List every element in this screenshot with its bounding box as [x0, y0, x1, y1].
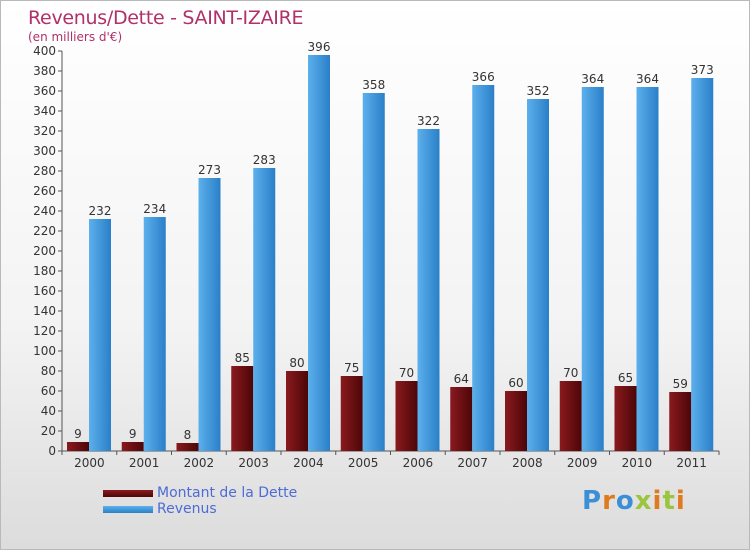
bar-revenus-2010 — [636, 87, 659, 451]
bar-revenus-2004 — [308, 55, 330, 451]
y-tick-label: 400 — [33, 44, 56, 58]
y-tick-label: 100 — [33, 344, 56, 358]
y-tick-label: 380 — [33, 64, 56, 78]
legend-swatch-dette — [103, 490, 153, 497]
data-label-dette-2007: 64 — [454, 372, 469, 386]
data-label-dette-2001: 9 — [129, 427, 137, 441]
data-label-revenus-2004: 396 — [308, 40, 331, 54]
bar-dette-2007 — [450, 387, 473, 451]
y-tick-label: 60 — [41, 384, 56, 398]
y-tick-label: 20 — [41, 424, 56, 438]
bar-dette-2006 — [395, 381, 418, 451]
bar-dette-2003 — [231, 366, 254, 451]
data-label-dette-2006: 70 — [399, 366, 414, 380]
data-label-dette-2011: 59 — [673, 377, 688, 391]
logo-letter: i — [675, 486, 686, 516]
data-label-dette-2010: 65 — [618, 371, 633, 385]
data-label-dette-2008: 60 — [508, 376, 523, 390]
data-label-dette-2003: 85 — [235, 351, 250, 365]
x-tick-label: 2010 — [622, 456, 653, 470]
data-label-revenus-2010: 364 — [636, 72, 659, 86]
legend-swatch-revenus — [103, 506, 153, 513]
y-tick-label: 200 — [33, 244, 56, 258]
x-tick-label: 2006 — [403, 456, 434, 470]
logo-letter: x — [634, 486, 653, 516]
bar-revenus-2001 — [143, 217, 166, 451]
y-tick-label: 80 — [41, 364, 56, 378]
y-tick-label: 280 — [33, 164, 56, 178]
data-label-revenus-2011: 373 — [691, 63, 714, 77]
y-tick-label: 340 — [33, 104, 56, 118]
data-label-revenus-2008: 352 — [527, 84, 550, 98]
logo-letter: r — [602, 486, 616, 516]
data-label-revenus-2005: 358 — [362, 78, 385, 92]
x-tick-label: 2001 — [129, 456, 160, 470]
y-tick-label: 140 — [33, 304, 56, 318]
x-tick-label: 2008 — [512, 456, 543, 470]
y-tick-label: 260 — [33, 184, 56, 198]
x-tick-label: 2002 — [184, 456, 215, 470]
y-tick-label: 0 — [48, 444, 56, 458]
bar-revenus-2011 — [691, 78, 714, 451]
bar-revenus-2003 — [253, 168, 276, 451]
bar-revenus-2006 — [417, 129, 440, 451]
x-tick-label: 2003 — [238, 456, 269, 470]
x-tick-label: 2007 — [457, 456, 488, 470]
y-tick-label: 120 — [33, 324, 56, 338]
logo-letter: o — [615, 486, 635, 516]
bar-revenus-2008 — [527, 99, 549, 451]
bar-dette-2005 — [340, 376, 363, 451]
bar-dette-2004 — [286, 371, 308, 451]
y-tick-label: 240 — [33, 204, 56, 218]
x-tick-label: 2005 — [348, 456, 379, 470]
proxiti-logo: Proxiti — [582, 486, 686, 516]
data-label-revenus-2001: 234 — [143, 202, 166, 216]
bar-revenus-2002 — [198, 178, 221, 451]
legend-label-revenus: Revenus — [157, 501, 217, 517]
x-tick-label: 2004 — [293, 456, 324, 470]
legend-label-dette: Montant de la Dette — [157, 485, 298, 501]
logo-letter: t — [662, 486, 676, 516]
bar-revenus-2009 — [581, 87, 604, 451]
data-label-dette-2009: 70 — [563, 366, 578, 380]
data-label-dette-2000: 9 — [74, 427, 82, 441]
bar-revenus-2005 — [362, 93, 385, 451]
y-tick-label: 300 — [33, 144, 56, 158]
bar-dette-2011 — [669, 392, 692, 451]
y-tick-label: 160 — [33, 284, 56, 298]
x-tick-label: 2009 — [567, 456, 598, 470]
bar-revenus-2000 — [89, 219, 111, 451]
bar-dette-2008 — [505, 391, 527, 451]
chart-subtitle: (en milliers d'€) — [28, 30, 123, 44]
data-label-revenus-2000: 232 — [89, 204, 112, 218]
x-tick-label: 2011 — [676, 456, 707, 470]
data-label-revenus-2003: 283 — [253, 153, 276, 167]
bar-dette-2001 — [121, 442, 144, 451]
data-label-revenus-2006: 322 — [417, 114, 440, 128]
bar-dette-2009 — [559, 381, 582, 451]
data-label-revenus-2009: 364 — [581, 72, 604, 86]
data-label-dette-2002: 8 — [184, 428, 192, 442]
bar-dette-2000 — [67, 442, 89, 451]
logo-letter: i — [652, 486, 663, 516]
logo-letter: P — [582, 486, 603, 516]
y-tick-label: 40 — [41, 404, 56, 418]
data-label-dette-2004: 80 — [289, 356, 304, 370]
data-label-revenus-2002: 273 — [198, 163, 221, 177]
y-tick-label: 180 — [33, 264, 56, 278]
bar-dette-2010 — [614, 386, 637, 451]
bar-dette-2002 — [176, 443, 199, 451]
chart-title: Revenus/Dette - SAINT-IZAIRE — [28, 7, 304, 29]
x-tick-label: 2000 — [74, 456, 105, 470]
y-tick-label: 220 — [33, 224, 56, 238]
bar-revenus-2007 — [472, 85, 495, 451]
y-tick-label: 360 — [33, 84, 56, 98]
y-tick-label: 320 — [33, 124, 56, 138]
data-label-revenus-2007: 366 — [472, 70, 495, 84]
data-label-dette-2005: 75 — [344, 361, 359, 375]
